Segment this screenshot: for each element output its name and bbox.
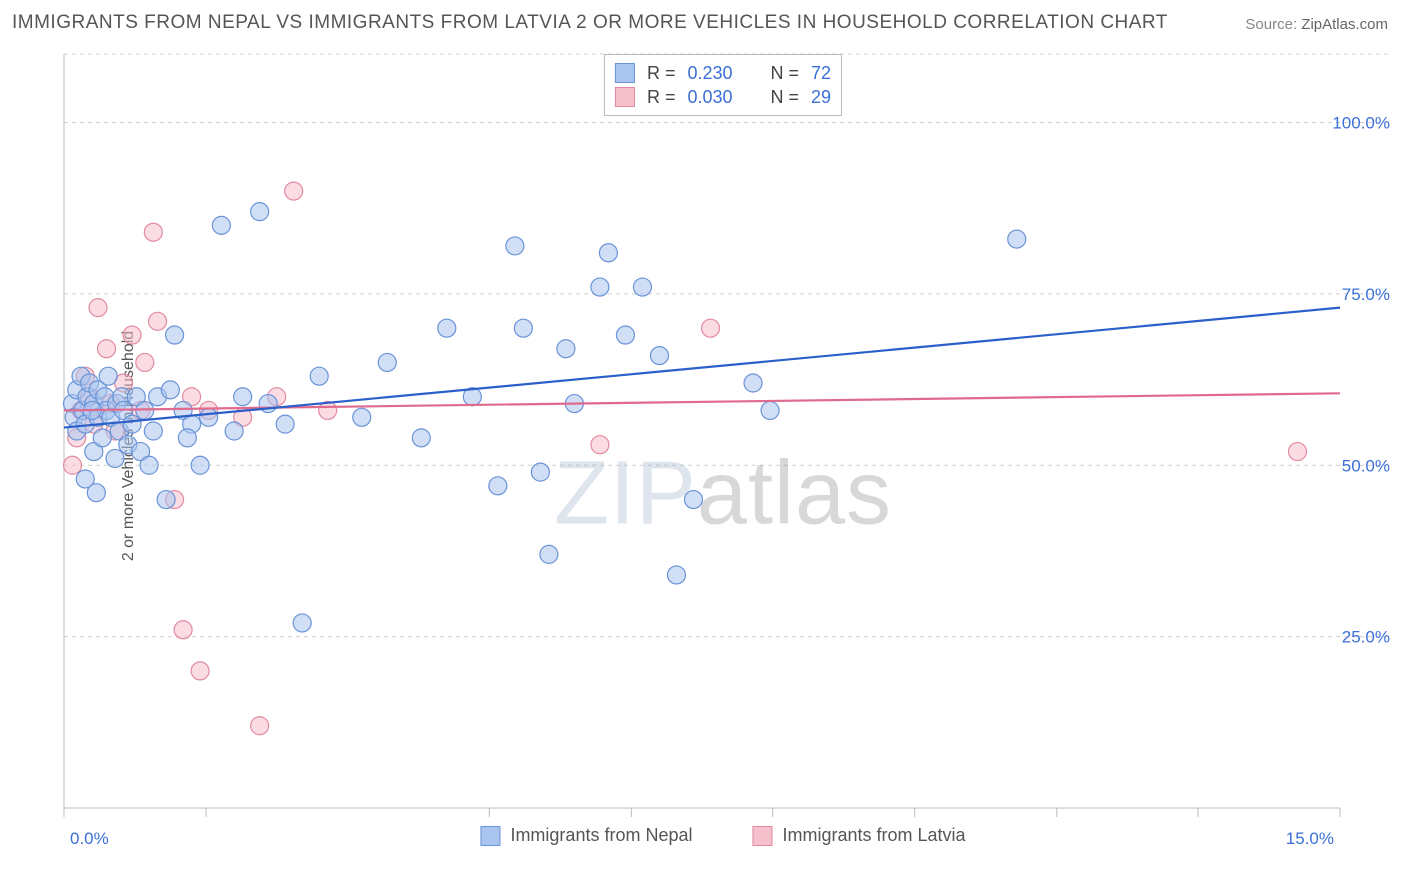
legend-swatch-latvia [753, 826, 773, 846]
svg-text:75.0%: 75.0% [1342, 285, 1390, 304]
legend-swatch-nepal [480, 826, 500, 846]
source-attribution: Source: ZipAtlas.com [1245, 16, 1388, 33]
legend-label-nepal: Immigrants from Nepal [510, 825, 692, 846]
legend-item-latvia: Immigrants from Latvia [753, 825, 966, 846]
svg-text:50.0%: 50.0% [1342, 456, 1390, 475]
svg-text:25.0%: 25.0% [1342, 628, 1390, 647]
legend-r-latvia: 0.030 [687, 85, 732, 109]
legend-row-nepal: R = 0.230 N = 72 [615, 61, 831, 85]
plot-area: 25.0%50.0%75.0%100.0%0.0%15.0% ZIPatlas … [50, 46, 1396, 846]
svg-text:15.0%: 15.0% [1286, 829, 1334, 846]
legend-row-latvia: R = 0.030 N = 29 [615, 85, 831, 109]
legend-item-nepal: Immigrants from Nepal [480, 825, 692, 846]
legend-series: Immigrants from Nepal Immigrants from La… [480, 825, 965, 846]
svg-text:100.0%: 100.0% [1332, 114, 1390, 133]
legend-r-nepal: 0.230 [687, 61, 732, 85]
legend-n-latvia: 29 [811, 85, 831, 109]
svg-text:0.0%: 0.0% [70, 829, 109, 846]
scatter-plot-svg: 25.0% 50.0% 75.0% 100.0% 0.0% 15.0% [50, 46, 1396, 846]
legend-n-label: N = [771, 85, 800, 109]
legend-swatch-nepal [615, 63, 635, 83]
chart-title: IMMIGRANTS FROM NEPAL VS IMMIGRANTS FROM… [12, 12, 1168, 34]
legend-stats-box: R = 0.230 N = 72 R = 0.030 N = 29 [604, 54, 842, 116]
legend-r-label: R = [647, 61, 676, 85]
source-value: ZipAtlas.com [1301, 16, 1388, 33]
legend-n-nepal: 72 [811, 61, 831, 85]
legend-swatch-latvia [615, 87, 635, 107]
legend-r-label: R = [647, 85, 676, 109]
legend-n-label: N = [771, 61, 800, 85]
source-label: Source: [1245, 16, 1297, 33]
legend-label-latvia: Immigrants from Latvia [783, 825, 966, 846]
